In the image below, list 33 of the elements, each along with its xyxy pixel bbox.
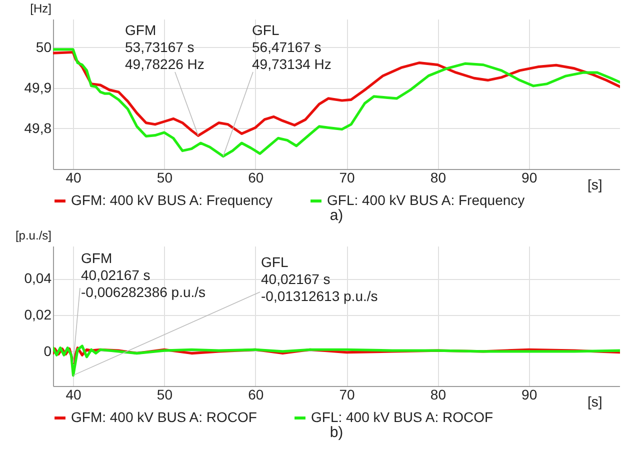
y-axis-title: [p.u./s] xyxy=(15,228,52,242)
legend-label: GFM: 400 kV BUS A: ROCOF xyxy=(71,409,257,425)
x-tick-label: 60 xyxy=(248,386,264,402)
legend-label: GFL: 400 kV BUS A: ROCOF xyxy=(311,409,494,425)
y-tick-label: 0 xyxy=(44,342,52,359)
x-tick-label: 90 xyxy=(522,386,538,402)
x-tick-label: 50 xyxy=(156,386,173,402)
annotation: GFL 56,47167 s 49,73134 Hz xyxy=(252,22,332,72)
y-tick-label: 0,02 xyxy=(24,306,52,323)
y-tick-label: 0,04 xyxy=(24,270,52,286)
legend-label: GFM: 400 kV BUS A: Frequency xyxy=(71,192,273,208)
x-axis-title: [s] xyxy=(587,394,602,410)
annotation: GFM 40,02167 s -0,006282386 p.u./s xyxy=(81,250,206,300)
x-tick-label: 40 xyxy=(66,386,82,402)
x-tick-label: 40 xyxy=(66,170,82,186)
x-tick-label: 80 xyxy=(430,386,446,402)
y-tick-label: 49,8 xyxy=(24,120,52,136)
x-tick-label: 70 xyxy=(339,170,356,186)
x-axis-title: [s] xyxy=(587,176,602,192)
x-tick-label: 70 xyxy=(339,386,356,402)
legend-label: GFL: 400 kV BUS A: Frequency xyxy=(327,192,525,208)
text: b) xyxy=(330,424,344,441)
annotation: GFM 53,73167 s 49,78226 Hz xyxy=(125,22,204,72)
y-tick-label: 50 xyxy=(36,38,52,55)
annotation: GFL 40,02167 s -0,01312613 p.u./s xyxy=(261,254,378,304)
x-tick-label: 90 xyxy=(522,170,538,186)
x-tick-label: 60 xyxy=(248,170,264,186)
line-series xyxy=(53,344,620,377)
text: a) xyxy=(330,207,344,224)
x-tick-label: 50 xyxy=(156,170,173,186)
y-tick-label: 49,9 xyxy=(24,79,52,96)
x-tick-label: 80 xyxy=(430,170,446,186)
y-axis-title: [Hz] xyxy=(30,2,52,16)
